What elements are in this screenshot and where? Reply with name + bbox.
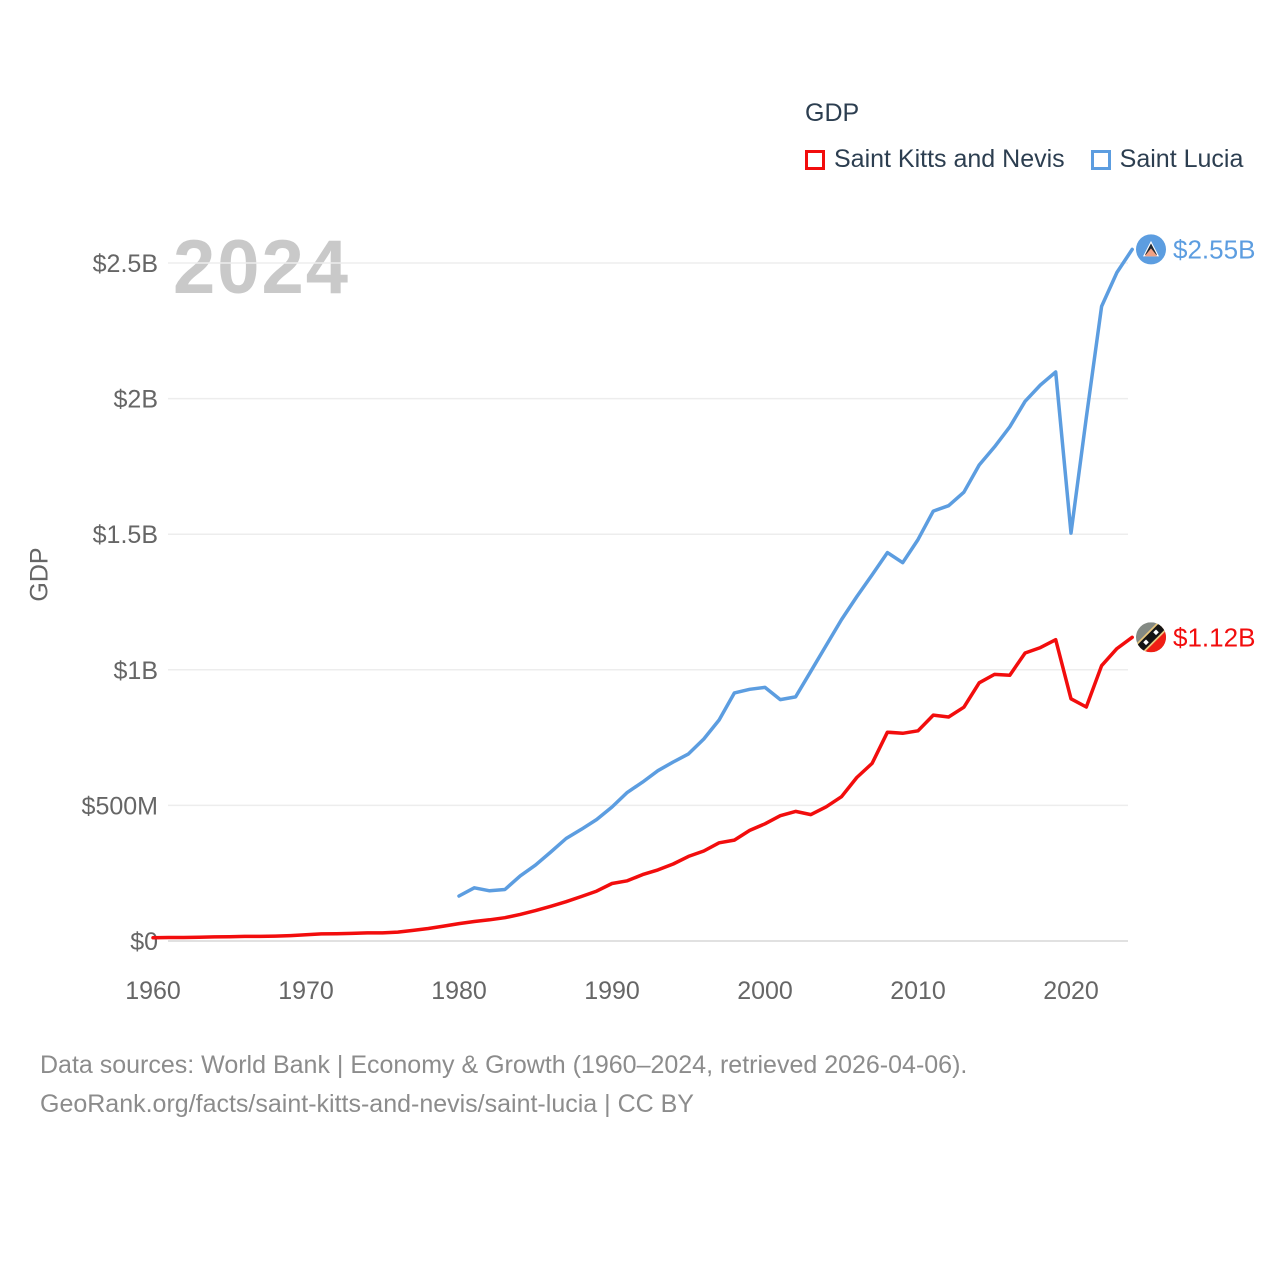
x-tick-label: 1980 bbox=[431, 977, 487, 1005]
legend-item-saint-kitts-and-nevis[interactable]: Saint Kitts and Nevis bbox=[805, 145, 1065, 174]
legend-items: Saint Kitts and Nevis Saint Lucia bbox=[805, 145, 1243, 174]
y-tick-label: $0 bbox=[130, 928, 158, 956]
x-tick-label: 2000 bbox=[737, 977, 793, 1005]
legend-swatch-blue bbox=[1090, 149, 1111, 170]
saint-kitts-and-nevis-flag-icon bbox=[1136, 622, 1166, 653]
series-layer bbox=[151, 247, 1134, 940]
x-tick-label: 2010 bbox=[890, 977, 946, 1005]
chart-legend: GDP Saint Kitts and Nevis Saint Lucia bbox=[805, 99, 1243, 174]
axis-labels-layer: $0 $500M $1B $1.5B $2B $2.5B 1960 1970 1980 1990 2… bbox=[82, 250, 1099, 1005]
x-tick-label: 1990 bbox=[584, 977, 640, 1005]
y-tick-label: $1.5B bbox=[93, 521, 158, 549]
footer-source-line: Data sources: World Bank | Economy & Gro… bbox=[40, 1051, 968, 1079]
end-value-label-saint-lucia: $2.55B bbox=[1173, 234, 1255, 264]
legend-label-saint-lucia: Saint Lucia bbox=[1119, 145, 1244, 173]
series-line-saint-kitts-and-nevis[interactable] bbox=[151, 635, 1134, 940]
saint-lucia-flag-icon bbox=[1136, 234, 1166, 265]
x-tick-label: 2020 bbox=[1043, 977, 1099, 1005]
end-value-label-saint-kitts-and-nevis: $1.12B bbox=[1173, 622, 1255, 652]
footer: Data sources: World Bank | Economy & Gro… bbox=[40, 1046, 967, 1124]
y-tick-label: $1B bbox=[114, 657, 158, 685]
y-tick-label: $2B bbox=[114, 386, 158, 414]
legend-item-saint-lucia[interactable]: Saint Lucia bbox=[1090, 145, 1244, 174]
watermark-year: 2024 bbox=[173, 225, 351, 310]
legend-swatch-red bbox=[805, 149, 825, 170]
x-tick-label: 1970 bbox=[278, 977, 334, 1005]
y-tick-label: $500M bbox=[82, 792, 158, 820]
series-line-saint-lucia[interactable] bbox=[457, 247, 1134, 898]
legend-label-saint-kitts-and-nevis: Saint Kitts and Nevis bbox=[834, 145, 1065, 173]
x-tick-label: 1960 bbox=[125, 977, 181, 1005]
y-tick-label: $2.5B bbox=[93, 250, 158, 278]
footer-url-line: GeoRank.org/facts/saint-kitts-and-nevis/… bbox=[40, 1090, 694, 1118]
legend-title: GDP bbox=[805, 99, 860, 127]
gridlines-layer bbox=[168, 262, 1128, 942]
